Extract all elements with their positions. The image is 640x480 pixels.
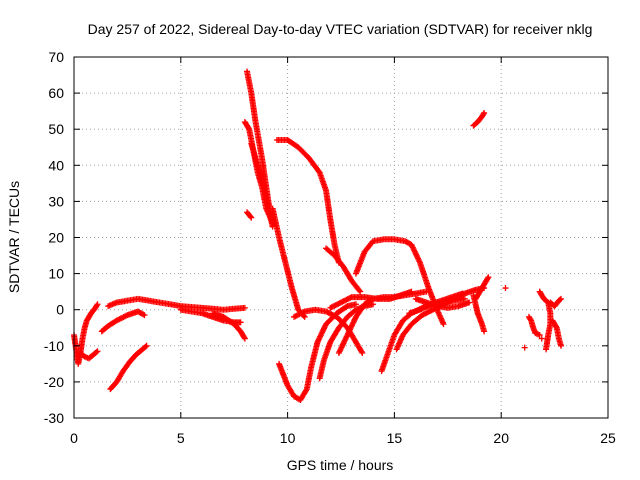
series-s33 (549, 317, 565, 349)
y-tick-label: 70 (48, 49, 64, 65)
data-point-marker (352, 301, 359, 308)
data-point-marker (521, 344, 528, 351)
series-s3 (98, 308, 148, 335)
data-point-marker (123, 312, 130, 319)
y-tick-label: -20 (44, 374, 64, 390)
data-point-marker (93, 349, 100, 356)
series-s6 (209, 310, 248, 342)
data-point-marker (356, 287, 363, 294)
data-point-marker (141, 312, 148, 319)
x-axis-label: GPS time / hours (287, 457, 394, 473)
data-point-marker (241, 334, 248, 341)
y-tick-label: 40 (48, 157, 64, 173)
series-s28 (502, 285, 509, 292)
x-tick-label: 20 (493, 430, 509, 446)
series-s2 (77, 301, 101, 357)
series-s11 (244, 209, 255, 221)
series-s16 (276, 301, 359, 403)
data-point-marker (94, 301, 101, 308)
series-s30 (525, 313, 543, 338)
data-point-marker (142, 343, 149, 350)
data-point-marker (466, 299, 473, 306)
series-s34 (538, 335, 545, 342)
y-tick-label: 0 (56, 302, 64, 318)
data-point-marker (94, 348, 101, 355)
data-point-marker (140, 311, 147, 318)
data-point-marker (459, 290, 466, 297)
x-tick-labels: 0 5 10 15 20 25 (70, 430, 616, 446)
y-tick-label: -10 (44, 338, 64, 354)
data-point-marker (558, 342, 565, 349)
y-tick-label: 50 (48, 121, 64, 137)
data-point-marker (543, 346, 550, 353)
data-point-marker (553, 323, 560, 330)
data-point-marker (241, 304, 248, 311)
data-point-marker (484, 275, 491, 282)
series-s12 (269, 205, 308, 320)
y-tick-label: -30 (44, 410, 64, 426)
y-tick-label: 10 (48, 266, 64, 282)
data-point-marker (502, 285, 509, 292)
data-point-marker (245, 124, 252, 131)
data-point-marker (300, 309, 307, 316)
data-point-marker (536, 331, 543, 338)
data-series (71, 68, 565, 403)
y-axis-label: SDTVAR / TECUs (6, 181, 22, 293)
series-s7 (107, 342, 150, 393)
data-point-marker (370, 301, 377, 308)
chart-title: Day 257 of 2022, Sidereal Day-to-day VTE… (88, 21, 593, 37)
data-point-marker (247, 213, 254, 220)
y-tick-label: 60 (48, 85, 64, 101)
series-s27 (472, 274, 492, 302)
data-point-marker (440, 321, 447, 328)
data-point-marker (485, 274, 492, 281)
x-tick-label: 5 (177, 430, 185, 446)
data-point-marker (538, 335, 545, 342)
x-tick-label: 10 (280, 430, 296, 446)
data-point-marker (408, 288, 415, 295)
data-point-marker (558, 295, 565, 302)
series-s19 (327, 288, 415, 311)
data-point-marker (480, 111, 487, 118)
series-s32 (547, 295, 565, 310)
grid-lines (74, 57, 608, 418)
axis-ticks (73, 56, 609, 419)
x-tick-label: 25 (600, 430, 616, 446)
data-point-marker (556, 296, 563, 303)
series-s14 (323, 245, 364, 295)
series-s24 (412, 295, 473, 311)
data-point-marker (143, 342, 150, 349)
data-point-marker (241, 335, 248, 342)
series-s20 (352, 236, 447, 328)
data-point-marker (359, 350, 366, 357)
data-point-marker (481, 109, 488, 116)
y-tick-label: 20 (48, 230, 64, 246)
y-tick-label: 30 (48, 193, 64, 209)
data-point-marker (347, 294, 354, 301)
data-point-marker (237, 319, 244, 326)
x-tick-label: 15 (387, 430, 403, 446)
data-point-marker (301, 313, 308, 320)
series-s29 (521, 344, 528, 351)
series-s26 (470, 109, 488, 129)
data-point-marker (481, 328, 488, 335)
x-tick-label: 0 (70, 430, 78, 446)
data-point-marker (93, 302, 100, 309)
data-point-marker (357, 288, 364, 295)
data-point-marker (248, 214, 255, 221)
y-tick-labels: -30 -20 -10 0 10 20 30 40 50 60 70 (44, 49, 64, 426)
